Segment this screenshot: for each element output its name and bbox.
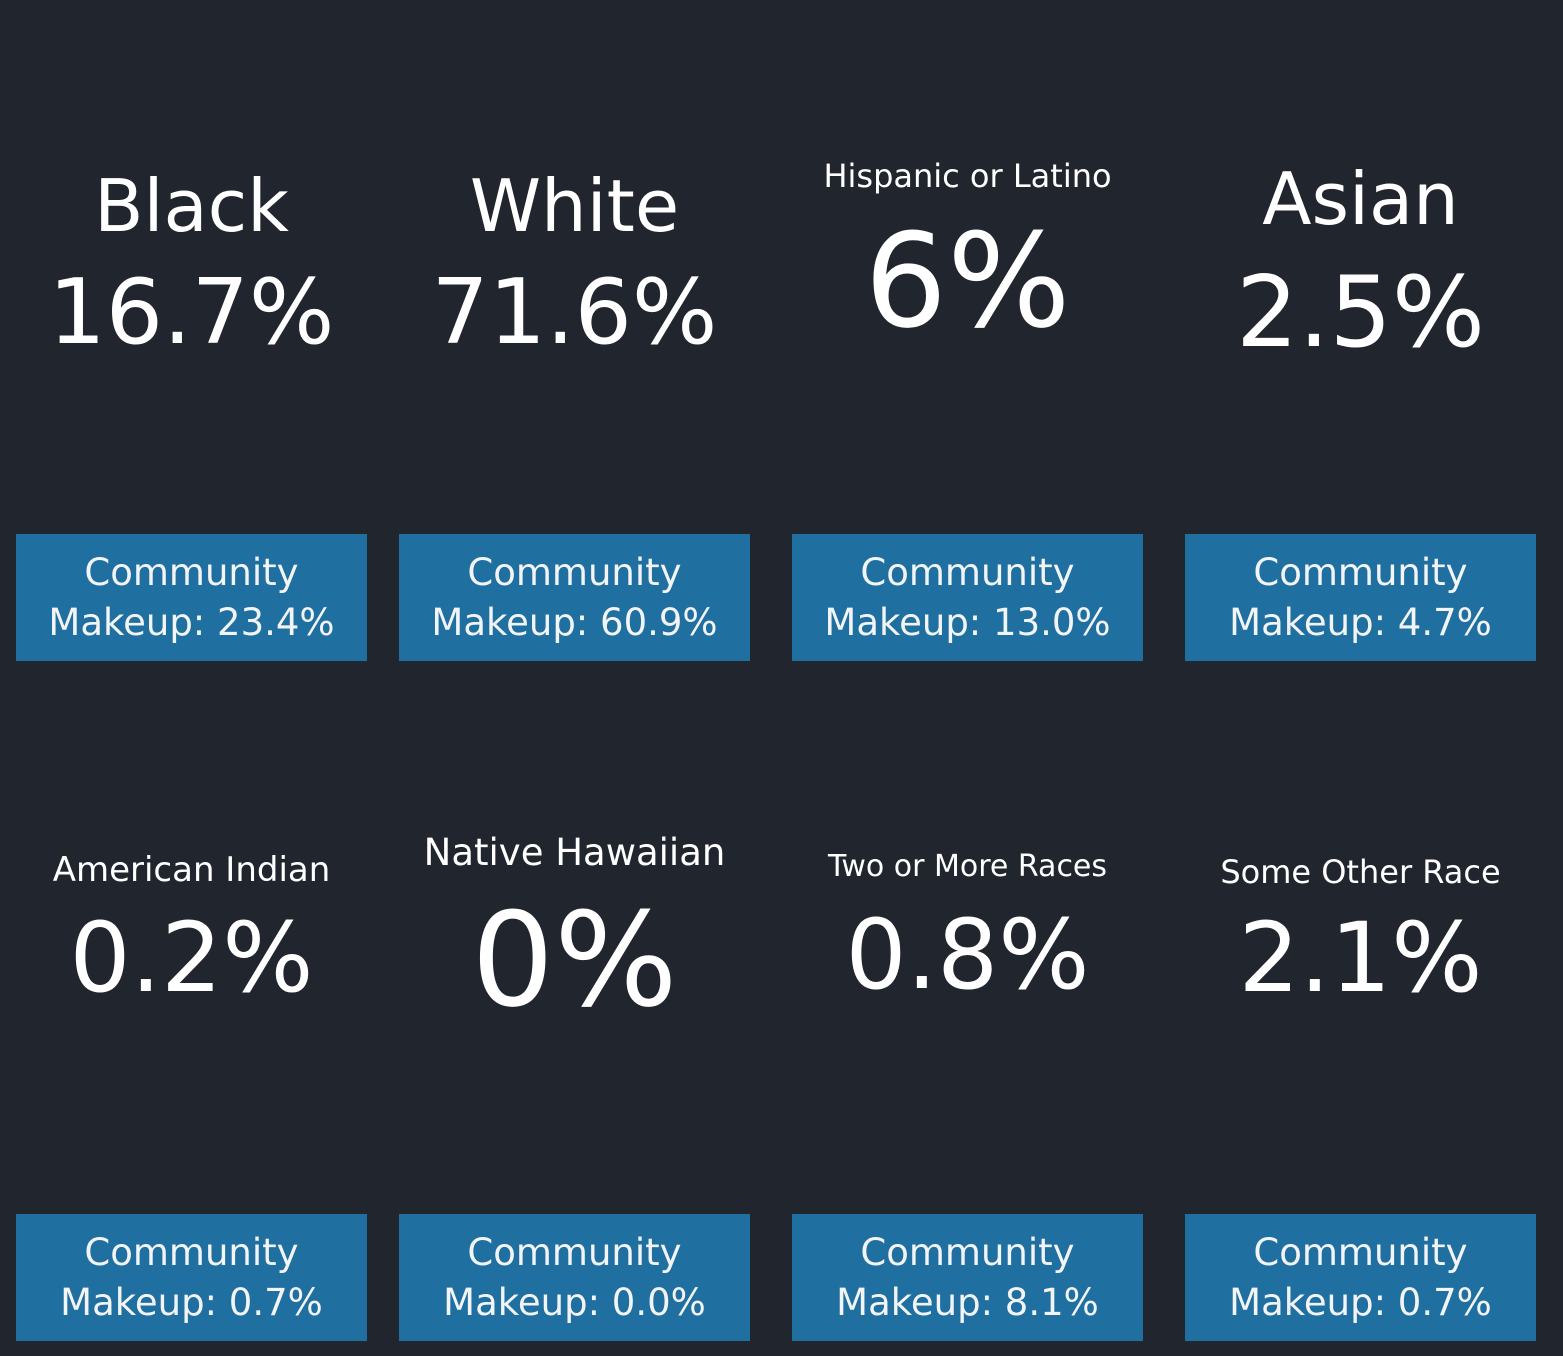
card-value: 0% xyxy=(471,884,678,1036)
makeup-line-1: Community xyxy=(1253,1230,1468,1274)
card-label: Black xyxy=(94,164,289,248)
card-label: Hispanic or Latino xyxy=(823,157,1112,195)
makeup-line-1: Community xyxy=(1253,550,1468,594)
makeup-line-1: Community xyxy=(467,1230,682,1274)
card-value: 0.2% xyxy=(69,902,314,1014)
makeup-line-2: Makeup: 0.7% xyxy=(1229,1280,1492,1324)
card-value: 0.8% xyxy=(845,899,1090,1011)
community-makeup-box: Community Makeup: 8.1% xyxy=(792,1214,1143,1341)
makeup-line-1: Community xyxy=(860,550,1075,594)
community-makeup-box: Community Makeup: 0.7% xyxy=(1185,1214,1536,1341)
card-value: 16.7% xyxy=(48,260,335,365)
makeup-line-1: Community xyxy=(84,550,299,594)
community-makeup-box: Community Makeup: 4.7% xyxy=(1185,534,1536,661)
makeup-line-2: Makeup: 13.0% xyxy=(824,600,1111,644)
card-value: 2.5% xyxy=(1236,256,1485,370)
community-makeup-box: Community Makeup: 23.4% xyxy=(16,534,367,661)
card-value: 6% xyxy=(864,205,1071,357)
makeup-line-2: Makeup: 0.0% xyxy=(443,1280,706,1324)
makeup-line-2: Makeup: 0.7% xyxy=(60,1280,323,1324)
makeup-line-2: Makeup: 23.4% xyxy=(48,600,335,644)
makeup-line-1: Community xyxy=(467,550,682,594)
card-label: Asian xyxy=(1262,157,1459,241)
makeup-line-2: Makeup: 8.1% xyxy=(836,1280,1099,1324)
card-label: Native Hawaiian xyxy=(423,831,726,874)
card-label: Two or More Races xyxy=(827,849,1108,884)
makeup-line-2: Makeup: 4.7% xyxy=(1229,600,1492,644)
community-makeup-box: Community Makeup: 0.0% xyxy=(399,1214,750,1341)
card-label: Some Other Race xyxy=(1220,853,1501,891)
makeup-line-2: Makeup: 60.9% xyxy=(431,600,718,644)
card-value: 71.6% xyxy=(431,260,718,365)
makeup-line-1: Community xyxy=(860,1230,1075,1274)
card-label: American Indian xyxy=(52,850,331,890)
card-label: White xyxy=(469,164,680,248)
community-makeup-box: Community Makeup: 60.9% xyxy=(399,534,750,661)
card-value: 2.1% xyxy=(1238,902,1483,1014)
community-makeup-box: Community Makeup: 13.0% xyxy=(792,534,1143,661)
community-makeup-box: Community Makeup: 0.7% xyxy=(16,1214,367,1341)
makeup-line-1: Community xyxy=(84,1230,299,1274)
